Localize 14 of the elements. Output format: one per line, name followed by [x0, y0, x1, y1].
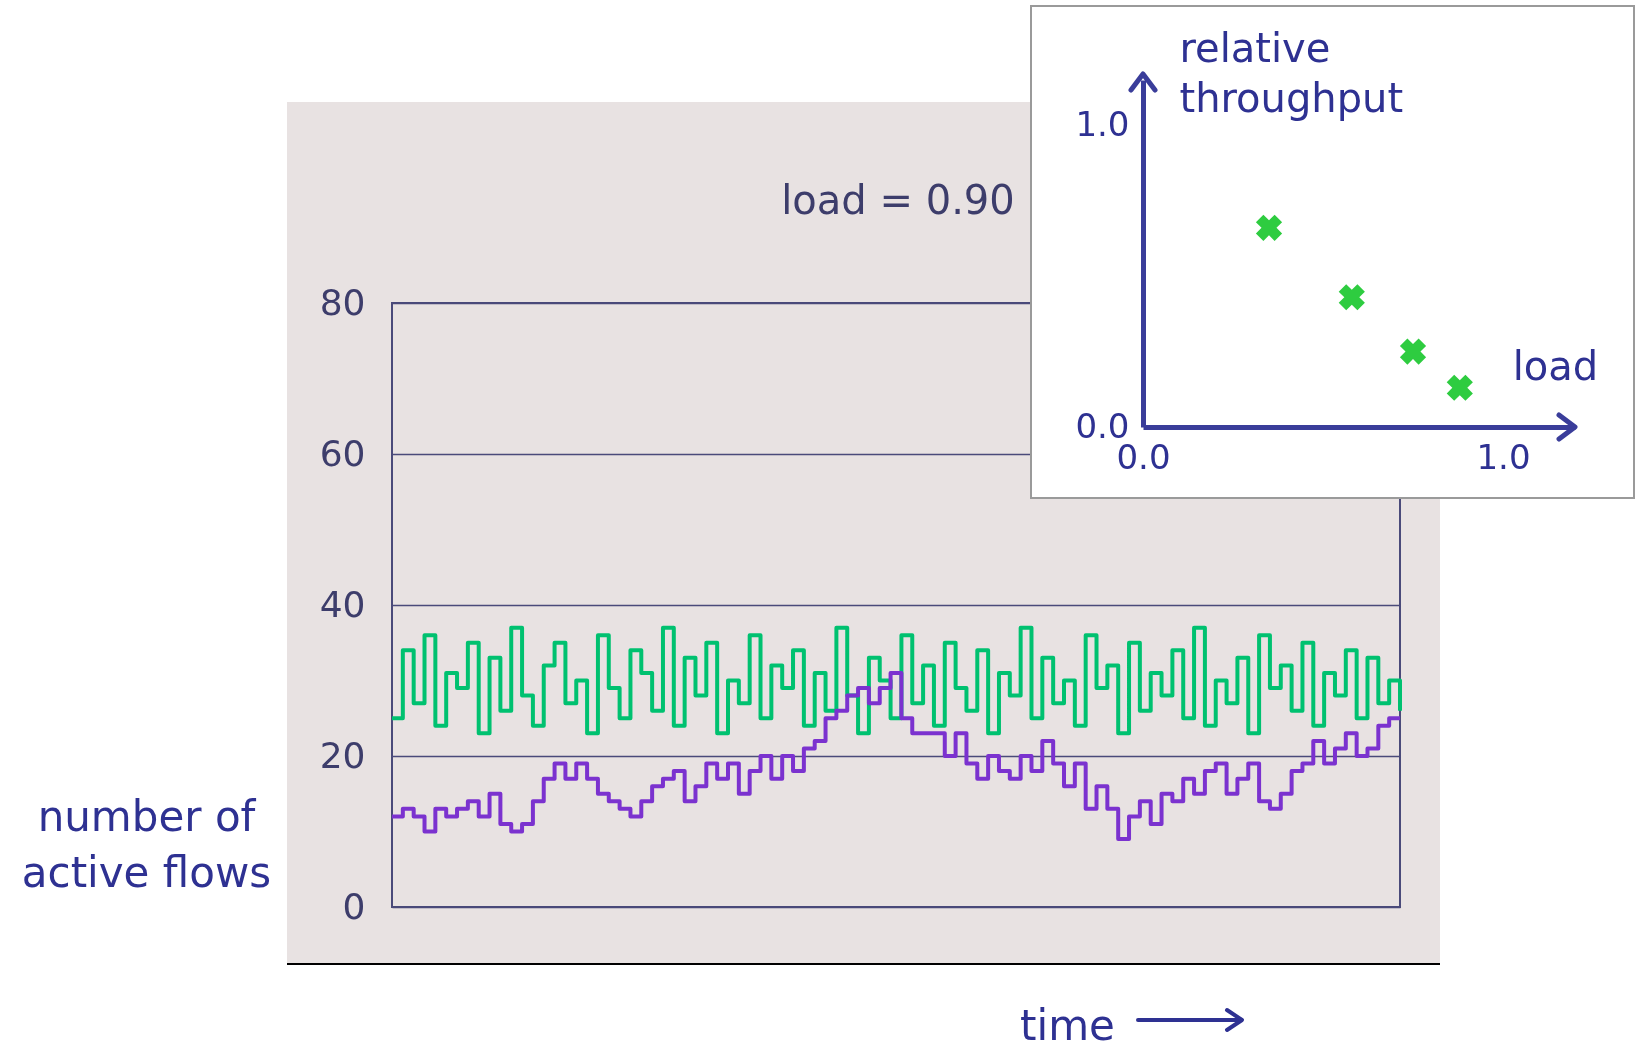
x-axis-title: load — [1512, 342, 1599, 389]
point — [1446, 374, 1473, 401]
point — [1255, 214, 1283, 241]
y-axis-title: number of active flows — [21, 791, 272, 897]
y-tick-label: 40 — [319, 583, 366, 625]
point — [1399, 338, 1427, 365]
y-tick-label: 80 — [319, 281, 366, 323]
point — [1338, 284, 1365, 311]
text: load = 0.90 — [781, 177, 1015, 223]
y-tick-label: 60 — [319, 432, 366, 474]
x-axis-title: time — [1020, 1000, 1115, 1044]
y-tick-label: 20 — [319, 734, 366, 776]
y-tick-label: 0 — [342, 885, 366, 927]
y-axis-title: relative throughput — [1179, 24, 1404, 121]
